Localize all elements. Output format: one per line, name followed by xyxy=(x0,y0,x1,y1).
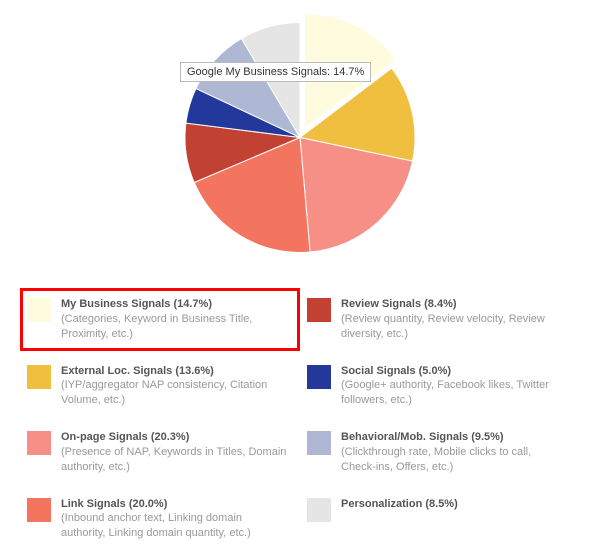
legend-swatch xyxy=(307,498,331,522)
legend-title: On-page Signals (20.3%) xyxy=(61,430,289,445)
legend-item[interactable]: Behavioral/Mob. Signals (9.5%)(Clickthro… xyxy=(300,421,580,484)
legend-item[interactable]: Review Signals (8.4%)(Review quantity, R… xyxy=(300,288,580,351)
legend-desc: (Clickthrough rate, Mobile clicks to cal… xyxy=(341,445,569,475)
legend-swatch xyxy=(307,298,331,322)
pie-chart xyxy=(171,9,429,272)
legend-swatch xyxy=(27,431,51,455)
legend-desc: (IYP/aggregator NAP consistency, Citatio… xyxy=(61,378,289,408)
legend-item[interactable]: External Loc. Signals (13.6%)(IYP/aggreg… xyxy=(20,355,300,418)
legend-title: Behavioral/Mob. Signals (9.5%) xyxy=(341,430,569,445)
legend-text: Personalization (8.5%) xyxy=(341,497,569,512)
legend: My Business Signals (14.7%)(Categories, … xyxy=(20,280,580,554)
legend-title: Social Signals (5.0%) xyxy=(341,364,569,379)
legend-swatch xyxy=(307,431,331,455)
legend-title: My Business Signals (14.7%) xyxy=(61,297,289,312)
legend-item[interactable]: Personalization (8.5%) xyxy=(300,488,580,551)
legend-text: Behavioral/Mob. Signals (9.5%)(Clickthro… xyxy=(341,430,569,475)
legend-item[interactable]: My Business Signals (14.7%)(Categories, … xyxy=(20,288,300,351)
legend-item[interactable]: Link Signals (20.0%)(Inbound anchor text… xyxy=(20,488,300,551)
legend-item[interactable]: Social Signals (5.0%)(Google+ authority,… xyxy=(300,355,580,418)
legend-text: Review Signals (8.4%)(Review quantity, R… xyxy=(341,297,569,342)
pie-chart-area: Google My Business Signals: 14.7% xyxy=(0,0,600,280)
page-root: Google My Business Signals: 14.7% My Bus… xyxy=(0,0,600,542)
legend-desc: (Presence of NAP, Keywords in Titles, Do… xyxy=(61,445,289,475)
legend-swatch xyxy=(27,498,51,522)
legend-title: External Loc. Signals (13.6%) xyxy=(61,364,289,379)
legend-title: Link Signals (20.0%) xyxy=(61,497,289,512)
legend-title: Personalization (8.5%) xyxy=(341,497,569,512)
legend-swatch xyxy=(27,365,51,389)
legend-text: Link Signals (20.0%)(Inbound anchor text… xyxy=(61,497,289,542)
legend-text: External Loc. Signals (13.6%)(IYP/aggreg… xyxy=(61,364,289,409)
legend-swatch xyxy=(307,365,331,389)
legend-title: Review Signals (8.4%) xyxy=(341,297,569,312)
legend-item[interactable]: On-page Signals (20.3%)(Presence of NAP,… xyxy=(20,421,300,484)
legend-desc: (Google+ authority, Facebook likes, Twit… xyxy=(341,378,569,408)
legend-text: My Business Signals (14.7%)(Categories, … xyxy=(61,297,289,342)
legend-text: On-page Signals (20.3%)(Presence of NAP,… xyxy=(61,430,289,475)
legend-desc: (Review quantity, Review velocity, Revie… xyxy=(341,312,569,342)
legend-desc: (Categories, Keyword in Business Title, … xyxy=(61,312,289,342)
legend-desc: (Inbound anchor text, Linking domain aut… xyxy=(61,511,289,541)
legend-swatch xyxy=(27,298,51,322)
chart-tooltip: Google My Business Signals: 14.7% xyxy=(180,62,371,82)
legend-text: Social Signals (5.0%)(Google+ authority,… xyxy=(341,364,569,409)
